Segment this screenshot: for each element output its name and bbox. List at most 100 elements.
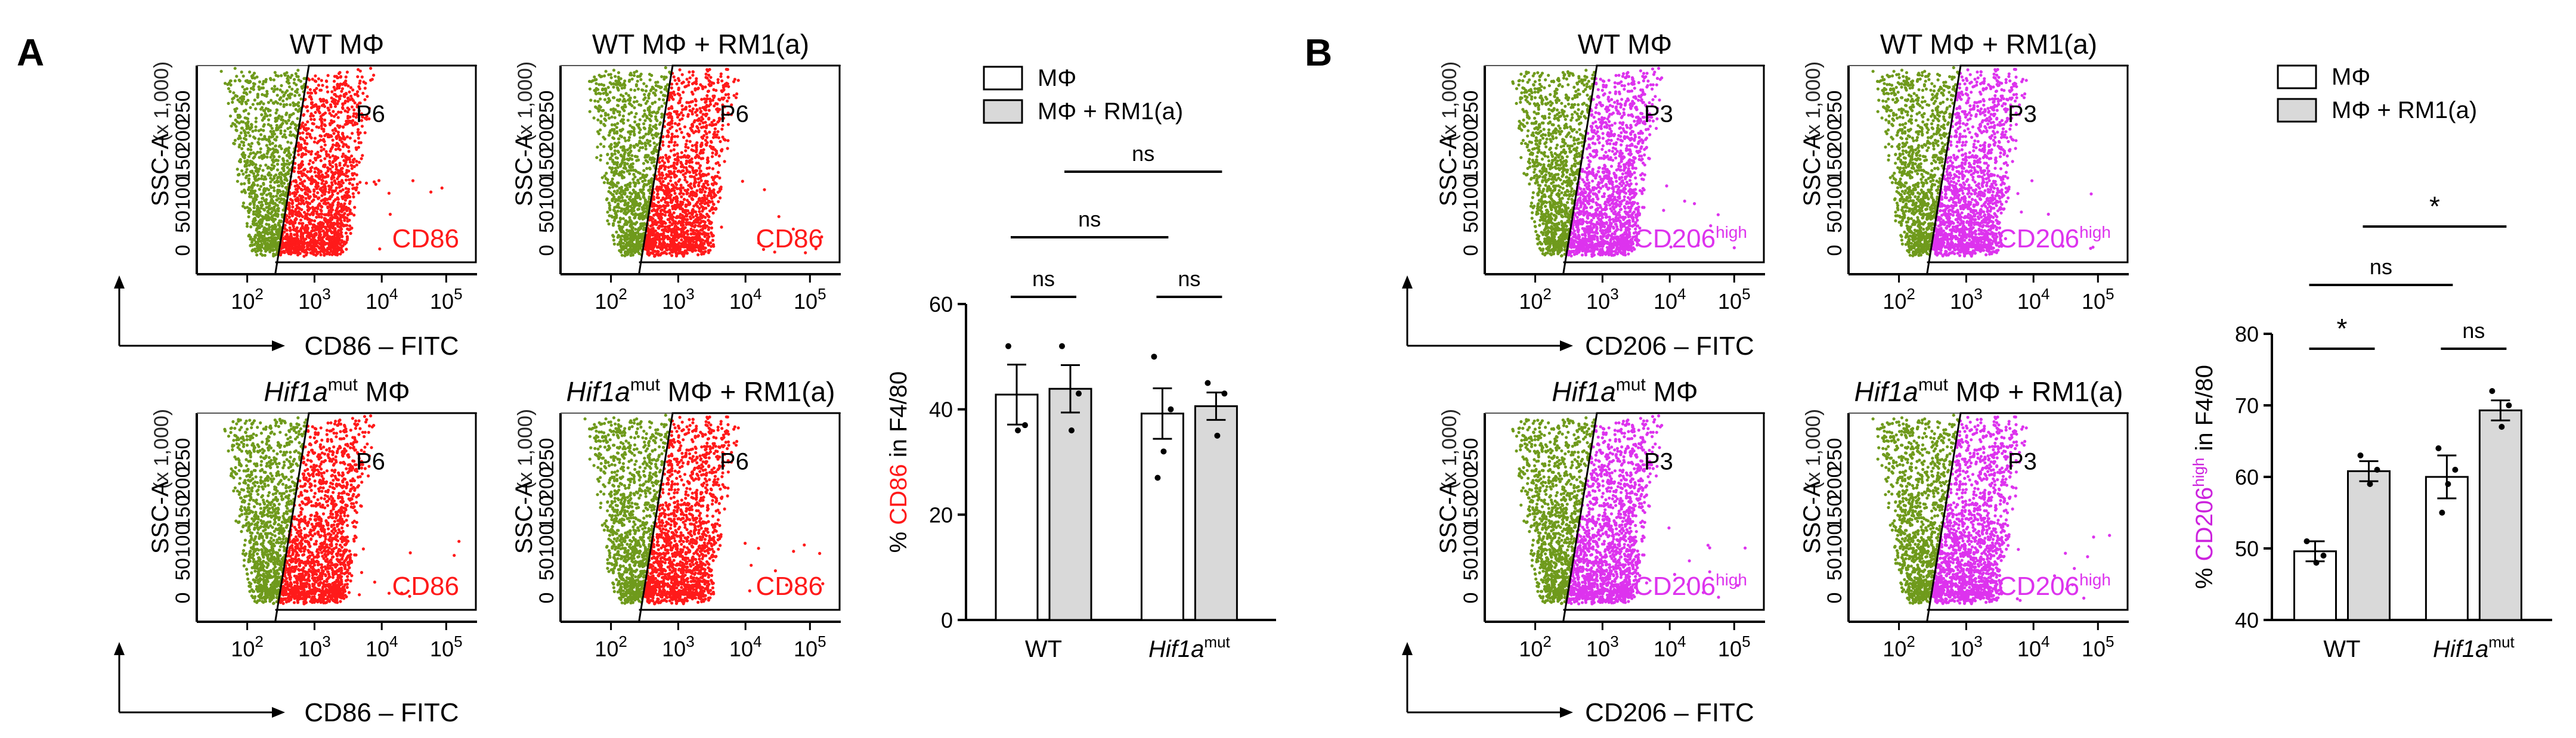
flow-x-tick-label: 105	[1718, 632, 1751, 661]
flow-plot-title: Hif1amut MΦ + RM1(a)	[566, 375, 835, 407]
fitc-axis-label: CD86 – FITC	[304, 698, 459, 727]
bar-y-tick-label: 80	[2235, 322, 2259, 346]
tick-exp: 5	[1742, 632, 1750, 650]
marker-label: CD206high	[1634, 570, 1747, 601]
data-point	[2367, 481, 2373, 487]
flow-y-tick-label: 200	[1460, 467, 1482, 501]
flow-y-unit-label: (x 1,000)	[1438, 409, 1461, 489]
tick-exp: 2	[618, 285, 627, 303]
tick-exp: 5	[454, 285, 462, 303]
gate-polygon	[1562, 64, 1765, 275]
gate-polygon	[274, 64, 477, 275]
legend-swatch	[983, 66, 1023, 91]
sig-label: ns	[1078, 207, 1101, 231]
y-label-text: SSC-A	[1435, 481, 1462, 554]
marker-label: CD206high	[1634, 223, 1747, 253]
ylabel-marker: CD206	[2191, 487, 2218, 562]
arrow-right-head	[1560, 707, 1573, 718]
sig-label: *	[2337, 313, 2348, 344]
marker-text: CD206	[1634, 224, 1716, 253]
flow-plot-title: Hif1amut MΦ + RM1(a)	[1854, 375, 2123, 407]
flow-x-tick-label: 105	[430, 285, 463, 314]
flow-x-tick-label: 104	[366, 632, 398, 661]
axis-indicator-top: CD206 – FITC	[1402, 275, 1754, 361]
flow-y-tick-label: 0	[535, 593, 558, 604]
flow-x-tick-label: 104	[729, 632, 762, 661]
category-text: Hif1a	[2433, 636, 2488, 662]
flow-y-tick-label: 250	[1460, 91, 1482, 125]
tick-base: 10	[1654, 637, 1677, 661]
flow-y-tick-label: 100	[172, 176, 194, 210]
tick-exp: 3	[1610, 632, 1618, 650]
gate-polygon	[274, 412, 477, 622]
data-point	[1069, 427, 1075, 433]
marker-sup: high	[2079, 570, 2111, 589]
flow-x-tick-label: 103	[1950, 285, 1983, 314]
tick-base: 10	[231, 289, 255, 314]
axis-indicator-bottom: CD86 – FITC	[114, 642, 459, 727]
arrow-up-head	[114, 642, 125, 655]
bar-y-tick-label: 50	[2235, 537, 2259, 561]
flow-y-tick-label: 200	[1460, 119, 1482, 153]
bar-y-tick-label: 60	[2235, 465, 2259, 489]
flow-y-tick-label: 250	[535, 91, 558, 125]
bar-1-1	[2478, 409, 2522, 621]
flow-y-tick-label: 0	[1823, 245, 1846, 256]
flow-x-tick-label: 102	[1519, 632, 1552, 661]
marker-label: CD86	[756, 224, 823, 253]
bar-y-tick-label: 0	[941, 608, 953, 632]
ylabel-marker: CD86	[886, 464, 912, 525]
bar-y-axis-label: % CD86 in F4/80	[886, 371, 912, 553]
fitc-axis-label: CD206 – FITC	[1585, 331, 1754, 361]
flow-y-unit-label: (x 1,000)	[514, 61, 537, 141]
bar-y-axis-label: % CD206high in F4/80	[2190, 365, 2218, 589]
gate-label: P6	[356, 449, 385, 475]
tick-base: 10	[430, 289, 454, 314]
tick-base: 10	[662, 637, 686, 661]
ylabel-pre: %	[2191, 561, 2218, 589]
flow-y-unit-label: (x 1,000)	[1438, 61, 1461, 141]
data-point	[2374, 467, 2380, 473]
y-label-text: SSC-A	[511, 481, 537, 554]
flow-y-axis-label: SSC-A	[511, 481, 537, 554]
marker-text: CD206	[1634, 572, 1716, 601]
title-text: WT MΦ	[1578, 29, 1672, 60]
data-point	[2313, 560, 2320, 566]
tick-exp: 4	[1677, 285, 1686, 303]
tick-base: 10	[794, 637, 818, 661]
tick-exp: 3	[322, 285, 330, 303]
gate-label: P6	[720, 101, 749, 128]
tick-exp: 5	[454, 632, 462, 650]
marker-text: CD206	[1998, 224, 2079, 253]
flow-x-tick-label: 103	[662, 632, 695, 661]
tick-base: 10	[595, 637, 618, 661]
category-text: WT	[2323, 636, 2360, 662]
flow-y-tick-label: 150	[535, 495, 558, 529]
tick-exp: 2	[255, 285, 263, 303]
flow-plot-3: Hif1amut MΦ + RM1(a) SSC-A 0 50100150200250…	[1799, 375, 2129, 661]
ylabel-pre: %	[886, 525, 912, 553]
tick-base: 10	[2082, 637, 2106, 661]
bar-1-0	[2347, 470, 2391, 621]
flow-y-tick-label: 150	[535, 148, 558, 182]
y-label-text: SSC-A	[1799, 481, 1825, 554]
flow-y-tick-label: 50	[1460, 558, 1482, 581]
flow-plot-3: Hif1amut MΦ + RM1(a) SSC-A 0 50100150200250…	[511, 375, 841, 661]
tick-base: 10	[1586, 289, 1610, 314]
flow-x-tick-label: 104	[1654, 632, 1686, 661]
bar-category-label: WT	[1025, 636, 1062, 662]
flow-scatter	[583, 413, 825, 606]
flow-x-tick-label: 104	[1654, 285, 1686, 314]
arrow-up-head	[114, 275, 125, 289]
arrow-up-head	[1402, 642, 1413, 655]
title-text: WT MΦ	[290, 29, 384, 60]
arrow-right-head	[272, 340, 285, 351]
tick-exp: 5	[818, 285, 826, 303]
flow-y-tick-label: 250	[172, 91, 194, 125]
flow-y-tick-label: 200	[1823, 467, 1846, 501]
tick-base: 10	[2017, 637, 2041, 661]
tick-exp: 2	[1543, 632, 1551, 650]
